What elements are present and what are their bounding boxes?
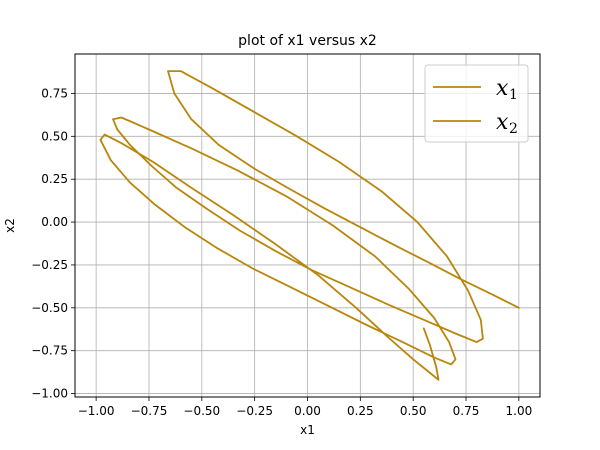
legend-entry-subscript: 2: [509, 121, 518, 137]
x-tick-label: −0.25: [236, 404, 273, 418]
y-tick-label: −0.75: [31, 344, 68, 358]
x-tick-label: 0.25: [347, 404, 374, 418]
grid: [75, 54, 540, 397]
legend-entry-subscript: 1: [509, 87, 518, 103]
x-tick-label: −0.50: [183, 404, 220, 418]
data-lines: [99, 70, 520, 381]
y-tick-label: −0.25: [31, 258, 68, 272]
y-tick-label: 0.25: [41, 172, 68, 186]
y-tick-label: 0.50: [41, 129, 68, 143]
y-axis-ticks: 0.75 0.50 0.25 0.00 −0.25 −0.50 −0.75 −1.00: [31, 86, 75, 401]
legend-box: [424, 64, 529, 143]
x-tick-label: −1.00: [78, 404, 115, 418]
legend-entry-label: x: [496, 76, 509, 101]
y-tick-label: 0.75: [41, 86, 68, 100]
y-tick-label: −0.50: [31, 301, 68, 315]
x-tick-label: 0.50: [400, 404, 427, 418]
legend-entry-label: x: [496, 110, 509, 135]
y-tick-label: 0.00: [41, 215, 68, 229]
x-axis-ticks: −1.00 −0.75 −0.50 −0.25 0.00 0.25 0.50 0.75 1.00: [78, 397, 532, 418]
legend: x 1x 2: [424, 64, 529, 143]
x-tick-label: −0.75: [131, 404, 168, 418]
chart-title: plot of x1 versus x2: [238, 33, 377, 49]
series-line: [99, 70, 520, 381]
x-tick-label: 0.00: [294, 404, 321, 418]
y-tick-label: −1.00: [31, 387, 68, 401]
y-axis-label: x2: [3, 218, 17, 233]
x-axis-label: x1: [300, 423, 315, 437]
x-tick-label: 1.00: [506, 404, 533, 418]
x-tick-label: 0.75: [453, 404, 480, 418]
